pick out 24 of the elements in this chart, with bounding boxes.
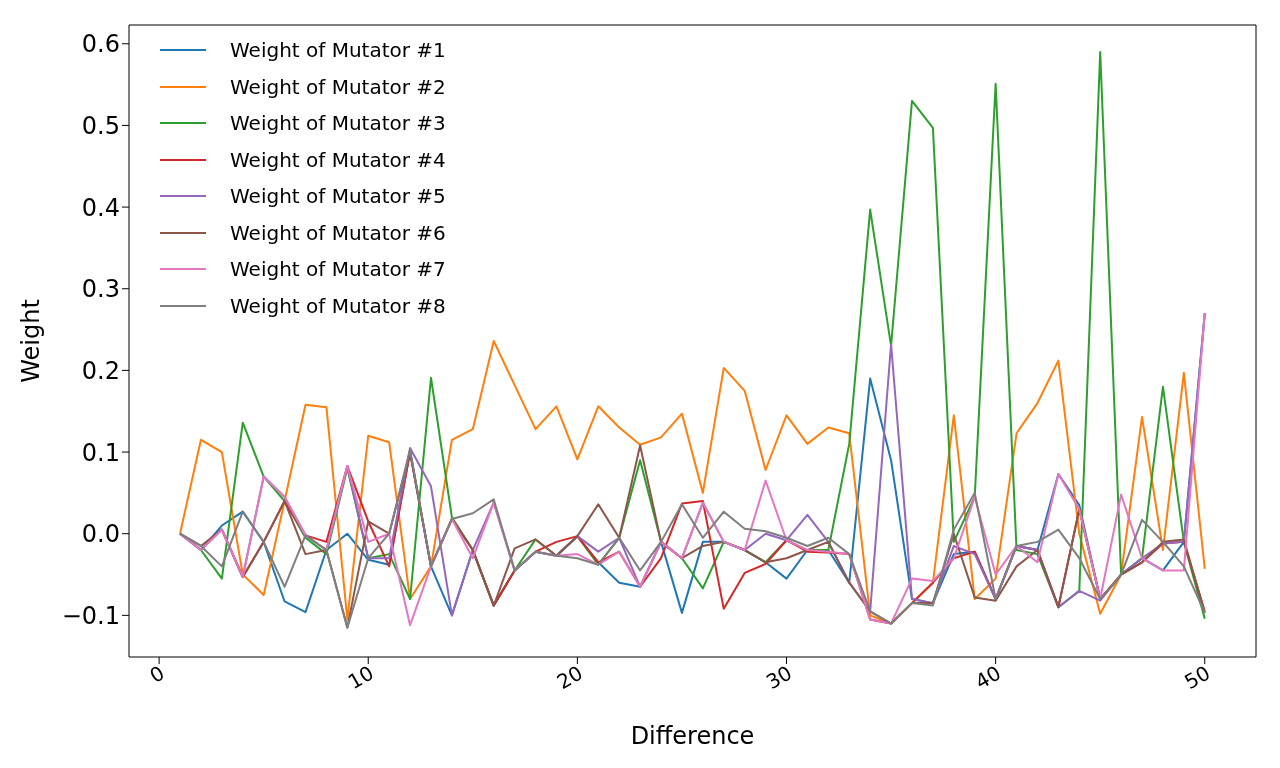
x-tick-label: 10 <box>343 660 378 695</box>
y-tick-label: 0.2 <box>81 356 120 385</box>
y-axis-title: Weight <box>16 299 45 383</box>
x-tick-label: 40 <box>971 660 1006 695</box>
legend-label: Weight of Mutator #3 <box>230 111 446 136</box>
legend-label: Weight of Mutator #1 <box>230 38 446 63</box>
y-tick-label: 0.6 <box>81 30 120 59</box>
y-tick-label: 0.0 <box>81 520 120 549</box>
y-tick-label: 0.4 <box>81 193 120 222</box>
legend-label: Weight of Mutator #6 <box>230 220 446 245</box>
legend-label: Weight of Mutator #7 <box>230 257 446 282</box>
y-tick-label: 0.1 <box>81 438 120 467</box>
y-tick-label: 0.5 <box>81 111 120 140</box>
x-tick-label: 20 <box>552 660 587 695</box>
y-tick-label: −0.1 <box>61 601 120 630</box>
x-tick-label: 30 <box>761 660 796 695</box>
legend-label: Weight of Mutator #2 <box>230 74 446 99</box>
x-tick-label: 0 <box>145 660 169 688</box>
x-axis-title: Difference <box>630 722 755 750</box>
legend-label: Weight of Mutator #4 <box>230 147 446 172</box>
legend-label: Weight of Mutator #5 <box>230 184 446 209</box>
y-tick-label: 0.3 <box>81 275 120 304</box>
legend-label: Weight of Mutator #8 <box>230 293 446 318</box>
x-tick-label: 50 <box>1180 660 1215 695</box>
